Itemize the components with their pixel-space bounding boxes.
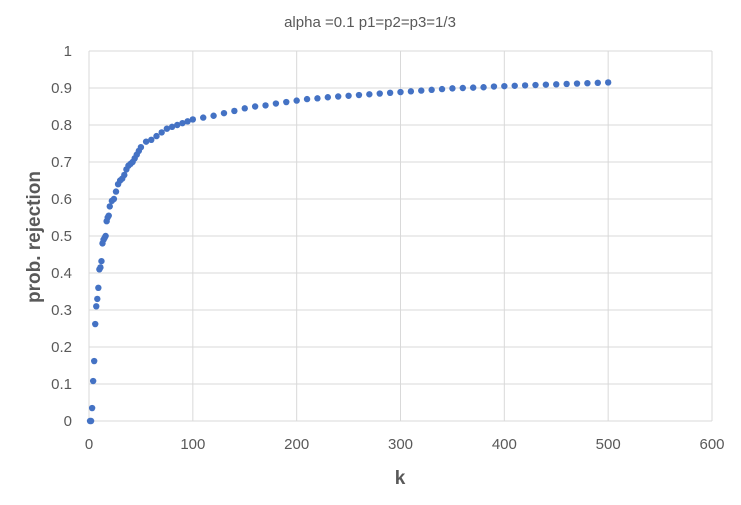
chart-title: alpha =0.1 p1=p2=p3=1/3 xyxy=(284,14,456,31)
y-tick-label: 0.6 xyxy=(51,191,72,208)
data-point xyxy=(168,123,176,131)
data-point xyxy=(459,84,466,92)
y-tick-labels: 0 0.1 0.2 0.3 0.4 0.5 0.6 0.7 0.8 0.9 1 xyxy=(51,43,72,430)
x-tick-label: 0 xyxy=(85,436,93,453)
data-point xyxy=(241,105,248,112)
data-point xyxy=(366,91,373,98)
data-point xyxy=(563,80,570,88)
data-point xyxy=(324,94,332,101)
data-point xyxy=(490,83,498,90)
data-point xyxy=(89,377,97,385)
data-point xyxy=(200,114,207,121)
data-point xyxy=(438,85,446,93)
data-point xyxy=(94,295,101,303)
x-tick-label: 400 xyxy=(492,436,517,453)
data-point xyxy=(469,84,477,91)
x-tick-label: 300 xyxy=(388,436,413,453)
x-tick-label: 100 xyxy=(180,436,205,453)
data-point xyxy=(231,107,238,115)
data-point xyxy=(93,303,100,310)
data-point xyxy=(163,125,171,132)
data-point xyxy=(303,95,311,103)
data-point xyxy=(262,102,269,109)
data-point xyxy=(148,136,155,143)
data-point xyxy=(573,80,581,87)
data-point xyxy=(542,81,550,88)
data-point xyxy=(511,82,518,89)
data-point xyxy=(88,404,96,412)
data-point xyxy=(110,195,118,203)
y-tick-label: 0.9 xyxy=(51,80,72,97)
y-tick-label: 0.3 xyxy=(51,302,72,319)
y-tick-label: 0.8 xyxy=(51,117,72,134)
x-tick-label: 600 xyxy=(699,436,724,453)
data-point xyxy=(95,284,102,291)
data-point xyxy=(153,132,160,140)
data-point xyxy=(283,98,290,106)
data-point xyxy=(220,109,228,117)
data-point xyxy=(604,79,612,86)
data-point xyxy=(594,79,601,87)
y-tick-label: 0.7 xyxy=(51,154,72,171)
data-point xyxy=(335,93,342,100)
data-point xyxy=(314,95,321,102)
y-tick-label: 0.5 xyxy=(51,228,72,245)
data-point xyxy=(112,188,120,195)
data-point xyxy=(418,87,425,94)
data-point xyxy=(92,320,99,328)
data-point xyxy=(397,88,404,96)
x-tick-labels: 0 100 200 300 400 500 600 xyxy=(85,436,725,453)
y-tick-label: 0.1 xyxy=(51,376,72,393)
data-point xyxy=(106,203,113,210)
data-points xyxy=(86,79,612,425)
data-point xyxy=(449,85,456,92)
y-tick-label: 0.4 xyxy=(51,265,72,282)
data-point xyxy=(189,116,197,123)
data-point xyxy=(251,103,259,110)
data-point xyxy=(345,92,352,99)
data-point xyxy=(210,112,217,119)
x-tick-label: 500 xyxy=(596,436,621,453)
data-point xyxy=(584,79,591,87)
data-point xyxy=(521,82,529,89)
data-point xyxy=(376,90,383,97)
y-tick-label: 0 xyxy=(64,413,72,430)
data-point xyxy=(142,138,150,145)
y-tick-label: 1 xyxy=(64,43,72,60)
data-point xyxy=(98,257,105,265)
y-tick-label: 0.2 xyxy=(51,339,72,356)
data-point xyxy=(407,88,415,95)
data-point xyxy=(293,97,300,104)
data-point xyxy=(174,121,181,129)
data-point xyxy=(386,89,394,97)
data-point xyxy=(272,100,280,107)
data-point xyxy=(87,417,95,425)
data-point xyxy=(179,119,186,127)
data-point xyxy=(184,118,191,125)
x-axis-title: k xyxy=(395,468,406,489)
data-point xyxy=(137,144,145,151)
data-point xyxy=(97,264,104,271)
data-point xyxy=(553,81,560,88)
data-point xyxy=(355,91,363,99)
x-tick-label: 200 xyxy=(284,436,309,453)
data-point xyxy=(501,82,508,90)
data-point xyxy=(105,212,112,219)
data-point xyxy=(90,357,98,365)
data-point xyxy=(428,86,435,94)
data-point xyxy=(121,171,128,179)
data-point xyxy=(532,81,539,89)
data-point xyxy=(158,129,165,136)
gridlines xyxy=(88,50,713,422)
y-axis-title: prob. rejection xyxy=(24,171,45,303)
data-point xyxy=(480,84,487,91)
data-point xyxy=(102,232,109,240)
